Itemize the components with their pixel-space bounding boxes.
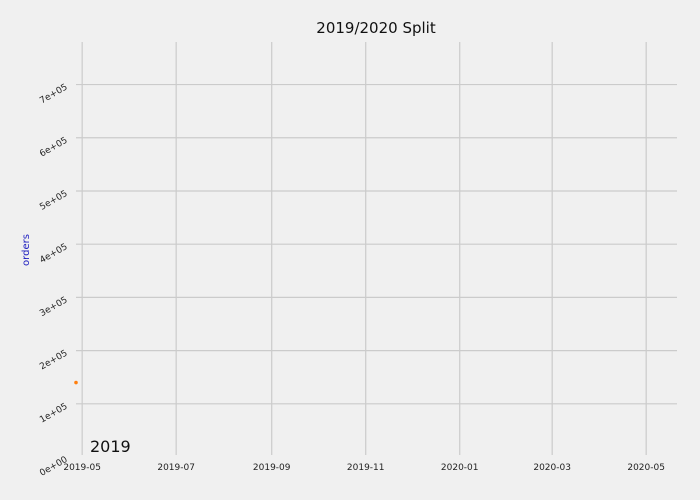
chart-title: 2019/2020 Split [316,19,436,37]
y-tick-label: 5e+05 [38,189,69,213]
x-gridlines [81,42,647,455]
y-tick-label: 4e+05 [38,242,69,266]
x-tick-label: 2020-03 [533,463,571,473]
y-tick-label: 3e+05 [38,295,69,319]
x-tick-label: 2020-01 [441,463,479,473]
y-tick-label: 2e+05 [38,349,69,373]
y-tick-label: 6e+05 [38,136,69,160]
x-tick-label: 2019-09 [253,463,291,473]
y-tick-label: 1e+05 [38,402,69,426]
y-gridlines [76,83,677,405]
x-tick-label: 2019-11 [347,463,385,473]
y-axis-label: orders [21,234,32,266]
series-layer [74,380,78,385]
x-tick-label: 2019-05 [63,463,101,473]
series-point [74,380,78,385]
x-tick-label: 2020-05 [627,463,665,473]
year-annotation: 2019 [90,437,131,456]
y-tick-label: 7e+05 [38,83,69,107]
x-tick-labels: 2019-05 2019-07 2019-09 2019-11 2020-01 2020-… [63,463,665,473]
x-tick-label: 2019-07 [157,463,195,473]
